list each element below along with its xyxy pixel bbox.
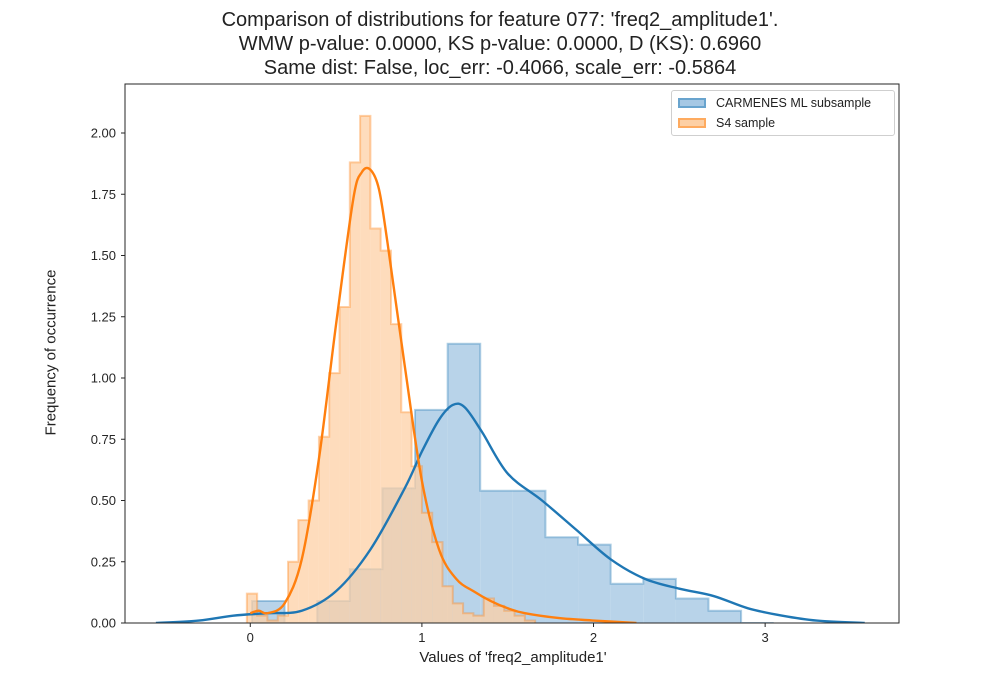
y-tick-label: 2.00	[91, 126, 116, 141]
hist-bar-s4	[411, 466, 422, 623]
hist-bar-s4	[432, 542, 443, 623]
hist-bar-s4	[442, 586, 453, 623]
y-tick-label: 1.00	[91, 371, 116, 386]
hist-bar-carmenes	[545, 537, 579, 623]
hist-bar-carmenes	[675, 598, 709, 623]
hist-bar-carmenes	[512, 490, 546, 623]
hist-bar-s4	[257, 615, 268, 623]
hist-bar-s4	[339, 306, 350, 623]
hist-bar-s4	[380, 250, 392, 623]
hist-bar-s4	[401, 412, 412, 623]
hist-bar-s4	[308, 500, 319, 623]
chart-title-line-1: Comparison of distributions for feature …	[221, 9, 779, 31]
plot-frame	[124, 83, 900, 624]
y-tick-label: 1.75	[91, 187, 116, 202]
y-tick-label: 0.00	[91, 616, 116, 631]
x-tick-label: 2	[590, 630, 597, 645]
x-axis-label: Values of 'freq2_amplitude1'	[419, 649, 607, 666]
hist-bar-s4	[483, 598, 494, 623]
hist-bar-s4	[277, 615, 289, 623]
hist-bar-s4	[493, 605, 505, 623]
x-tick-label: 1	[418, 630, 425, 645]
hist-bar-s4	[349, 162, 361, 623]
hist-bar-s4	[452, 603, 464, 623]
chart-legend: CARMENES ML subsample S4 sample	[671, 90, 895, 136]
legend-swatch-carmenes	[678, 98, 706, 108]
hist-bar-s4	[329, 373, 340, 623]
hist-bar-s4	[267, 620, 278, 623]
y-tick-label: 0.75	[91, 432, 116, 447]
hist-bar-s4	[421, 512, 433, 623]
hist-bar-s4	[524, 620, 536, 623]
hist-outline-s4	[245, 114, 537, 623]
x-tick-label: 0	[247, 630, 254, 645]
hist-bar-s4	[298, 520, 309, 623]
y-tick-label: 1.50	[91, 248, 116, 263]
hist-bar-s4	[473, 615, 484, 623]
hist-bar-s4	[504, 610, 515, 623]
hist-bar-carmenes	[708, 610, 742, 623]
hist-bar-s4	[246, 593, 258, 623]
x-tick-label: 3	[762, 630, 769, 645]
kde-curve-carmenes	[155, 402, 865, 623]
hist-bar-carmenes	[447, 343, 481, 623]
hist-bar-carmenes	[610, 583, 644, 623]
y-tick-label: 0.25	[91, 554, 116, 569]
hist-bar-s4	[360, 115, 371, 623]
hist-bar-carmenes	[578, 544, 611, 623]
kde-curve-s4	[249, 166, 637, 623]
hist-bar-s4	[288, 561, 299, 623]
legend-label-s4: S4 sample	[716, 116, 776, 130]
hist-bar-s4	[391, 324, 402, 623]
hist-bar-s4	[318, 436, 330, 623]
y-tick-label: 0.50	[91, 493, 116, 508]
legend-label-carmenes: CARMENES ML subsample	[716, 96, 872, 110]
chart-title-line-2: WMW p-value: 0.0000, KS p-value: 0.0000,…	[238, 33, 762, 55]
hist-bar-s4	[370, 228, 381, 623]
hist-bar-s4	[514, 615, 525, 623]
y-axis-label: Frequency of occurrence	[42, 269, 60, 436]
legend-swatch-s4	[678, 118, 706, 128]
chart-title-line-3: Same dist: False, loc_err: -0.4066, scal…	[263, 57, 737, 79]
y-tick-label: 1.25	[91, 309, 116, 324]
hist-bar-s4	[463, 613, 474, 623]
